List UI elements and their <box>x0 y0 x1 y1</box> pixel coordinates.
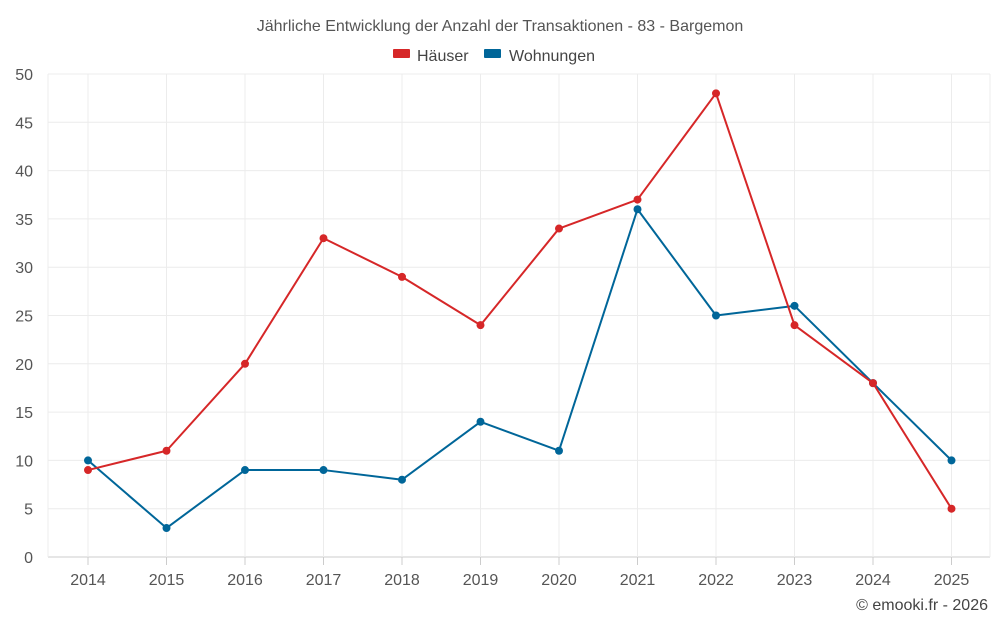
x-tick-label: 2020 <box>541 572 577 589</box>
x-tick-label: 2025 <box>934 572 970 589</box>
data-point-wohnungen[interactable] <box>712 311 720 320</box>
legend-label-wohnungen: Wohnungen <box>509 48 595 65</box>
x-tick-label: 2016 <box>227 572 263 589</box>
data-point-haeuser[interactable] <box>162 446 171 455</box>
x-tick-label: 2022 <box>698 572 734 589</box>
y-tick-label: 5 <box>24 502 33 519</box>
y-tick-label: 25 <box>15 309 33 326</box>
y-tick-label: 0 <box>24 550 33 567</box>
legend-item-haeuser[interactable]: Häuser <box>393 48 469 65</box>
data-point-wohnungen[interactable] <box>84 456 92 465</box>
data-point-haeuser[interactable] <box>555 224 563 233</box>
data-point-haeuser[interactable] <box>712 89 720 98</box>
y-tick-label: 15 <box>15 405 33 422</box>
legend: Häuser Wohnungen <box>393 48 595 65</box>
y-tick-label: 35 <box>15 212 33 229</box>
x-tick-label: 2015 <box>149 572 185 589</box>
data-point-wohnungen[interactable] <box>398 475 406 484</box>
credit-text: © emooki.fr - 2026 <box>856 597 988 614</box>
legend-item-wohnungen[interactable]: Wohnungen <box>484 48 595 65</box>
data-point-haeuser[interactable] <box>84 466 92 475</box>
data-point-wohnungen[interactable] <box>162 524 171 533</box>
x-tick-label: 2019 <box>463 572 499 589</box>
legend-label-haeuser: Häuser <box>417 48 469 65</box>
series-wohnungen <box>84 205 956 533</box>
data-point-wohnungen[interactable] <box>241 466 249 475</box>
data-point-wohnungen[interactable] <box>555 446 563 455</box>
x-tick-label: 2023 <box>777 572 813 589</box>
y-tick-label: 45 <box>15 115 33 132</box>
x-tick-label: 2024 <box>855 572 891 589</box>
data-point-haeuser[interactable] <box>869 379 877 388</box>
series-haeuser <box>84 89 956 513</box>
data-point-wohnungen[interactable] <box>476 417 485 426</box>
data-point-wohnungen[interactable] <box>947 456 956 465</box>
data-point-wohnungen[interactable] <box>633 205 642 214</box>
x-tick-label: 2021 <box>620 572 656 589</box>
data-point-haeuser[interactable] <box>241 359 249 368</box>
data-point-wohnungen[interactable] <box>790 301 799 310</box>
x-tick-label: 2014 <box>70 572 106 589</box>
y-tick-label: 40 <box>15 164 33 181</box>
y-axis: 0 5 10 15 20 25 30 35 40 45 50 <box>15 67 33 567</box>
x-axis: 2014 2015 2016 2017 2018 2019 2020 2021 2022 2023… <box>70 557 969 589</box>
series-group <box>84 89 956 533</box>
grid <box>47 73 991 558</box>
y-tick-label: 20 <box>15 357 33 374</box>
series-line-wohnungen <box>87 208 953 530</box>
x-tick-label: 2017 <box>306 572 342 589</box>
data-point-haeuser[interactable] <box>319 234 328 243</box>
data-point-haeuser[interactable] <box>947 504 956 513</box>
x-tick-label: 2018 <box>384 572 420 589</box>
data-point-haeuser[interactable] <box>633 195 642 204</box>
data-point-haeuser[interactable] <box>476 321 485 330</box>
legend-swatch-haeuser <box>393 49 410 58</box>
data-point-wohnungen[interactable] <box>319 466 328 475</box>
series-line-haeuser <box>87 92 953 510</box>
chart-title: Jährliche Entwicklung der Anzahl der Tra… <box>257 18 743 35</box>
y-tick-label: 10 <box>15 453 33 470</box>
y-tick-label: 30 <box>15 260 33 277</box>
data-point-haeuser[interactable] <box>398 272 406 281</box>
data-point-haeuser[interactable] <box>790 321 799 330</box>
legend-swatch-wohnungen <box>484 49 501 58</box>
y-tick-label: 50 <box>15 67 33 84</box>
